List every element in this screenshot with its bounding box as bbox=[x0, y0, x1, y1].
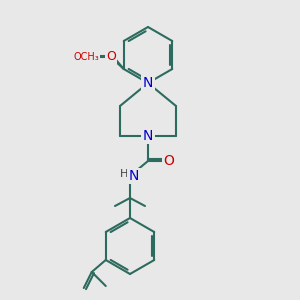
Text: O: O bbox=[106, 50, 116, 62]
Text: N: N bbox=[129, 169, 139, 183]
Text: O: O bbox=[164, 154, 174, 168]
Text: N: N bbox=[143, 76, 153, 90]
Text: N: N bbox=[143, 129, 153, 143]
Text: H: H bbox=[120, 169, 128, 179]
Text: OCH₃: OCH₃ bbox=[73, 52, 99, 62]
